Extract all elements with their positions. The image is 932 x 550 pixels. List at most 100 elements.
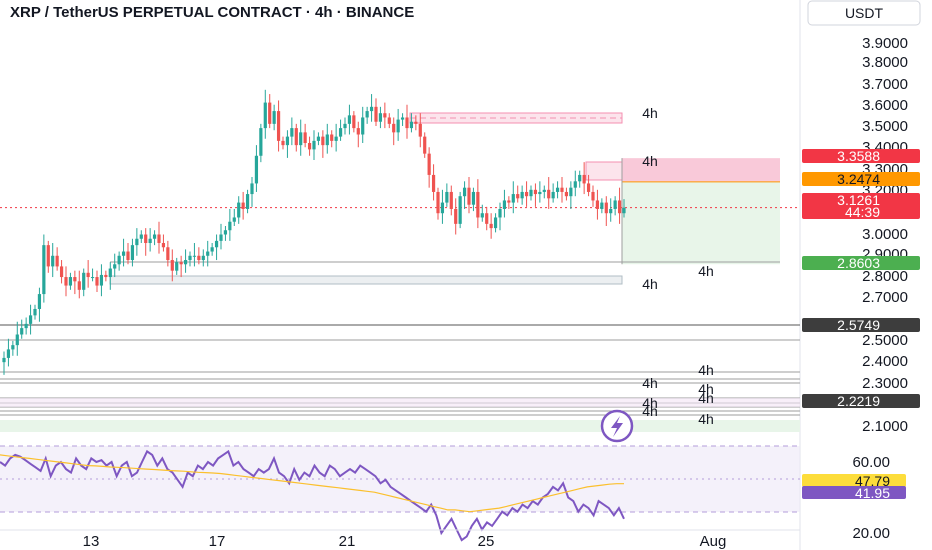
candle-body bbox=[392, 123, 396, 133]
candle-body bbox=[352, 115, 356, 129]
candle-body bbox=[24, 323, 28, 329]
price-tick-label: 3.5000 bbox=[862, 118, 908, 135]
price-badge bbox=[802, 149, 920, 163]
candle-body bbox=[144, 234, 148, 244]
price-tick-label: 3.8000 bbox=[862, 54, 908, 71]
candle-body bbox=[365, 111, 369, 118]
candle-body bbox=[64, 277, 68, 286]
chart-title: XRP / TetherUS PERPETUAL CONTRACT · 4h ·… bbox=[10, 4, 414, 21]
zone-timeframe-label: 4h bbox=[698, 263, 714, 279]
candle-body bbox=[476, 191, 480, 218]
price-badge bbox=[802, 193, 920, 219]
candle-body bbox=[547, 189, 551, 199]
candle-body bbox=[356, 128, 360, 135]
candle-body bbox=[210, 247, 214, 252]
candle-body bbox=[55, 255, 59, 267]
candle-body bbox=[285, 136, 290, 146]
candle-body bbox=[232, 217, 236, 222]
time-tick-label: 13 bbox=[83, 533, 100, 550]
lightning-bolt-icon bbox=[611, 416, 623, 437]
candle-body bbox=[609, 208, 613, 214]
zone-timeframe-label: 4h bbox=[698, 362, 714, 378]
candle-body bbox=[555, 187, 560, 192]
candle-body bbox=[427, 153, 431, 175]
price-badge-value: 2.5749 bbox=[837, 317, 880, 333]
candle-body bbox=[524, 191, 529, 197]
candle-body bbox=[294, 128, 298, 146]
candle-body bbox=[423, 136, 427, 154]
zone-timeframe-label: 4h bbox=[642, 276, 658, 292]
price-tick-label: 2.1000 bbox=[862, 418, 908, 435]
currency-button[interactable] bbox=[807, 0, 921, 26]
zone-timeframe-label: 4h bbox=[642, 395, 658, 411]
candle-body bbox=[542, 189, 546, 192]
zone-timeframe-label: 4h bbox=[698, 381, 714, 397]
candle-body bbox=[369, 106, 374, 112]
candle-body bbox=[197, 255, 201, 261]
candle-body bbox=[493, 217, 498, 229]
candle-body bbox=[77, 281, 81, 290]
time-tick-label: Aug bbox=[700, 533, 727, 550]
candle-body bbox=[276, 111, 281, 141]
candle-body bbox=[188, 255, 192, 261]
candle-body bbox=[445, 191, 449, 203]
candle-body bbox=[73, 277, 77, 282]
price-tick-label: 2.8000 bbox=[862, 268, 908, 285]
candle-body bbox=[551, 191, 555, 199]
candle-body bbox=[299, 132, 303, 146]
candle-body bbox=[622, 207, 626, 214]
price-tick-label: 3.9000 bbox=[862, 35, 908, 52]
candle-body bbox=[104, 274, 108, 278]
candle-body bbox=[148, 238, 152, 244]
candle-body bbox=[250, 183, 254, 195]
candle-body bbox=[272, 111, 276, 124]
candle-body bbox=[113, 264, 117, 269]
candle-body bbox=[263, 102, 267, 129]
candle-body bbox=[95, 277, 99, 286]
price-badge-countdown: 44:39 bbox=[845, 204, 880, 220]
candle-body bbox=[485, 213, 489, 224]
candle-body bbox=[405, 117, 409, 129]
zone-timeframe-label: 4h bbox=[642, 403, 658, 419]
candle-body bbox=[617, 200, 622, 214]
candle-body bbox=[418, 123, 422, 137]
candle-body bbox=[290, 128, 294, 137]
candle-body bbox=[330, 134, 334, 141]
zone-timeframe-label: 4h bbox=[642, 375, 658, 391]
time-tick-label: 17 bbox=[209, 533, 226, 550]
candle-body bbox=[179, 262, 183, 265]
candle-body bbox=[170, 260, 174, 271]
candle-body bbox=[206, 251, 210, 256]
price-badge bbox=[802, 256, 920, 270]
candle-body bbox=[254, 155, 259, 184]
candle-body bbox=[383, 113, 387, 118]
candle-body bbox=[334, 136, 338, 141]
candle-body bbox=[46, 245, 50, 267]
candle-body bbox=[6, 349, 11, 358]
candle-body bbox=[68, 277, 73, 286]
candle-body bbox=[303, 132, 307, 144]
position-stop-area bbox=[622, 158, 780, 182]
candle-body bbox=[90, 277, 95, 279]
candle-body bbox=[2, 357, 6, 363]
candle-body bbox=[343, 123, 347, 129]
time-tick-label: 21 bbox=[339, 533, 356, 550]
candle-body bbox=[312, 140, 316, 150]
price-badge bbox=[802, 394, 920, 408]
time-tick-label: 25 bbox=[478, 533, 495, 550]
zone-timeframe-label: 4h bbox=[642, 105, 658, 121]
price-badge bbox=[802, 318, 920, 332]
demand-zone-purple bbox=[0, 398, 800, 407]
candle-body bbox=[321, 136, 325, 146]
candle-body bbox=[20, 328, 24, 335]
candle-body bbox=[595, 200, 600, 209]
candle-body bbox=[431, 174, 436, 192]
candle-body bbox=[458, 196, 462, 224]
candle-body bbox=[449, 191, 453, 209]
price-badge-value: 2.2219 bbox=[837, 393, 880, 409]
candle-body bbox=[307, 143, 312, 150]
candle-body bbox=[99, 274, 104, 286]
rsi-tick-label: 20.00 bbox=[852, 525, 890, 542]
candle-body bbox=[502, 200, 507, 209]
